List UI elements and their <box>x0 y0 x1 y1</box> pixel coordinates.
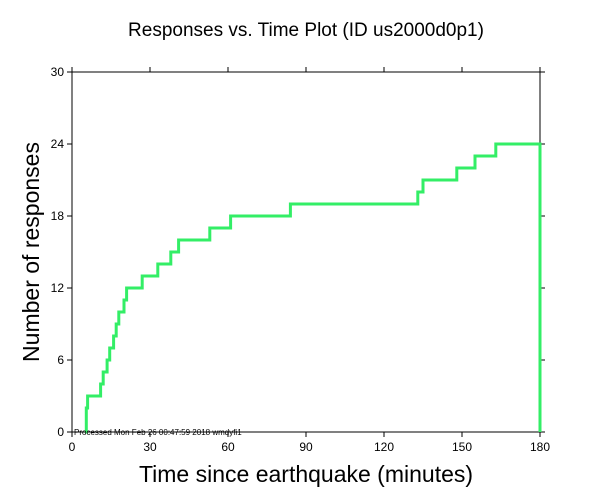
x-tick-label: 120 <box>374 440 394 454</box>
y-tick-labels: 0 6 12 18 24 30 <box>51 65 65 439</box>
y-tick-label: 18 <box>51 209 65 223</box>
x-tick-label: 180 <box>530 440 550 454</box>
y-tick-label: 12 <box>51 281 65 295</box>
y-tick-label: 6 <box>57 353 64 367</box>
x-tick-label: 150 <box>452 440 472 454</box>
y-axis-label: Number of responses <box>18 142 44 362</box>
y-tick-label: 24 <box>51 137 65 151</box>
x-tick-label: 30 <box>143 440 157 454</box>
x-tick-label: 90 <box>299 440 313 454</box>
y-tick-label: 30 <box>51 65 65 79</box>
x-tick-label: 0 <box>69 440 76 454</box>
chart-title: Responses vs. Time Plot (ID us2000d0p1) <box>128 20 484 41</box>
x-tick-label: 60 <box>221 440 235 454</box>
processed-annotation: Processed Mon Feb 26 00:47:59 2018 wmdyf… <box>74 428 242 437</box>
series-line-responses <box>84 142 542 434</box>
plot-frame <box>71 71 541 433</box>
y-tick-label: 0 <box>57 425 64 439</box>
x-axis-label: Time since earthquake (minutes) <box>139 461 473 487</box>
x-tick-labels: 0 30 60 90 120 150 180 <box>69 440 551 454</box>
tick-marks <box>67 67 545 437</box>
